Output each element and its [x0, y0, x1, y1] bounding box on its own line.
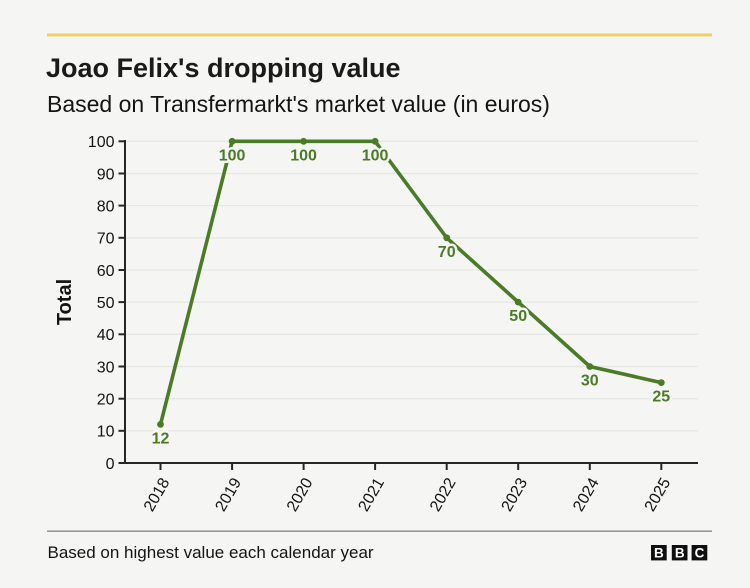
svg-text:100: 100 [290, 147, 317, 164]
svg-text:Joao Felix's dropping value: Joao Felix's dropping value [46, 53, 401, 83]
svg-text:30: 30 [581, 373, 599, 390]
svg-text:80: 80 [97, 198, 115, 215]
svg-text:2022: 2022 [427, 475, 460, 514]
svg-text:100: 100 [219, 147, 246, 164]
svg-text:2020: 2020 [284, 475, 317, 514]
svg-text:B: B [675, 546, 685, 561]
svg-text:2021: 2021 [356, 475, 389, 514]
svg-text:2018: 2018 [141, 475, 174, 514]
svg-text:B: B [654, 546, 664, 561]
svg-text:2025: 2025 [642, 475, 675, 514]
svg-text:20: 20 [97, 392, 115, 409]
svg-text:70: 70 [438, 244, 456, 261]
svg-text:12: 12 [152, 430, 170, 447]
svg-text:25: 25 [652, 389, 670, 406]
svg-text:90: 90 [97, 166, 115, 183]
svg-text:100: 100 [88, 134, 115, 151]
svg-text:Based on highest value each ca: Based on highest value each calendar yea… [48, 543, 374, 562]
svg-text:2023: 2023 [499, 475, 532, 514]
svg-text:Based on Transfermarkt's marke: Based on Transfermarkt's market value (i… [47, 91, 550, 117]
svg-text:70: 70 [97, 231, 115, 248]
svg-text:Total: Total [54, 279, 76, 325]
svg-text:60: 60 [97, 263, 115, 280]
svg-text:2019: 2019 [213, 475, 246, 514]
svg-text:50: 50 [97, 295, 115, 312]
svg-text:2024: 2024 [570, 475, 603, 514]
svg-text:40: 40 [97, 327, 115, 344]
svg-text:0: 0 [106, 456, 115, 473]
svg-text:C: C [695, 546, 705, 561]
svg-text:10: 10 [97, 424, 115, 441]
svg-text:50: 50 [509, 308, 527, 325]
svg-text:30: 30 [97, 359, 115, 376]
svg-text:100: 100 [362, 147, 389, 164]
